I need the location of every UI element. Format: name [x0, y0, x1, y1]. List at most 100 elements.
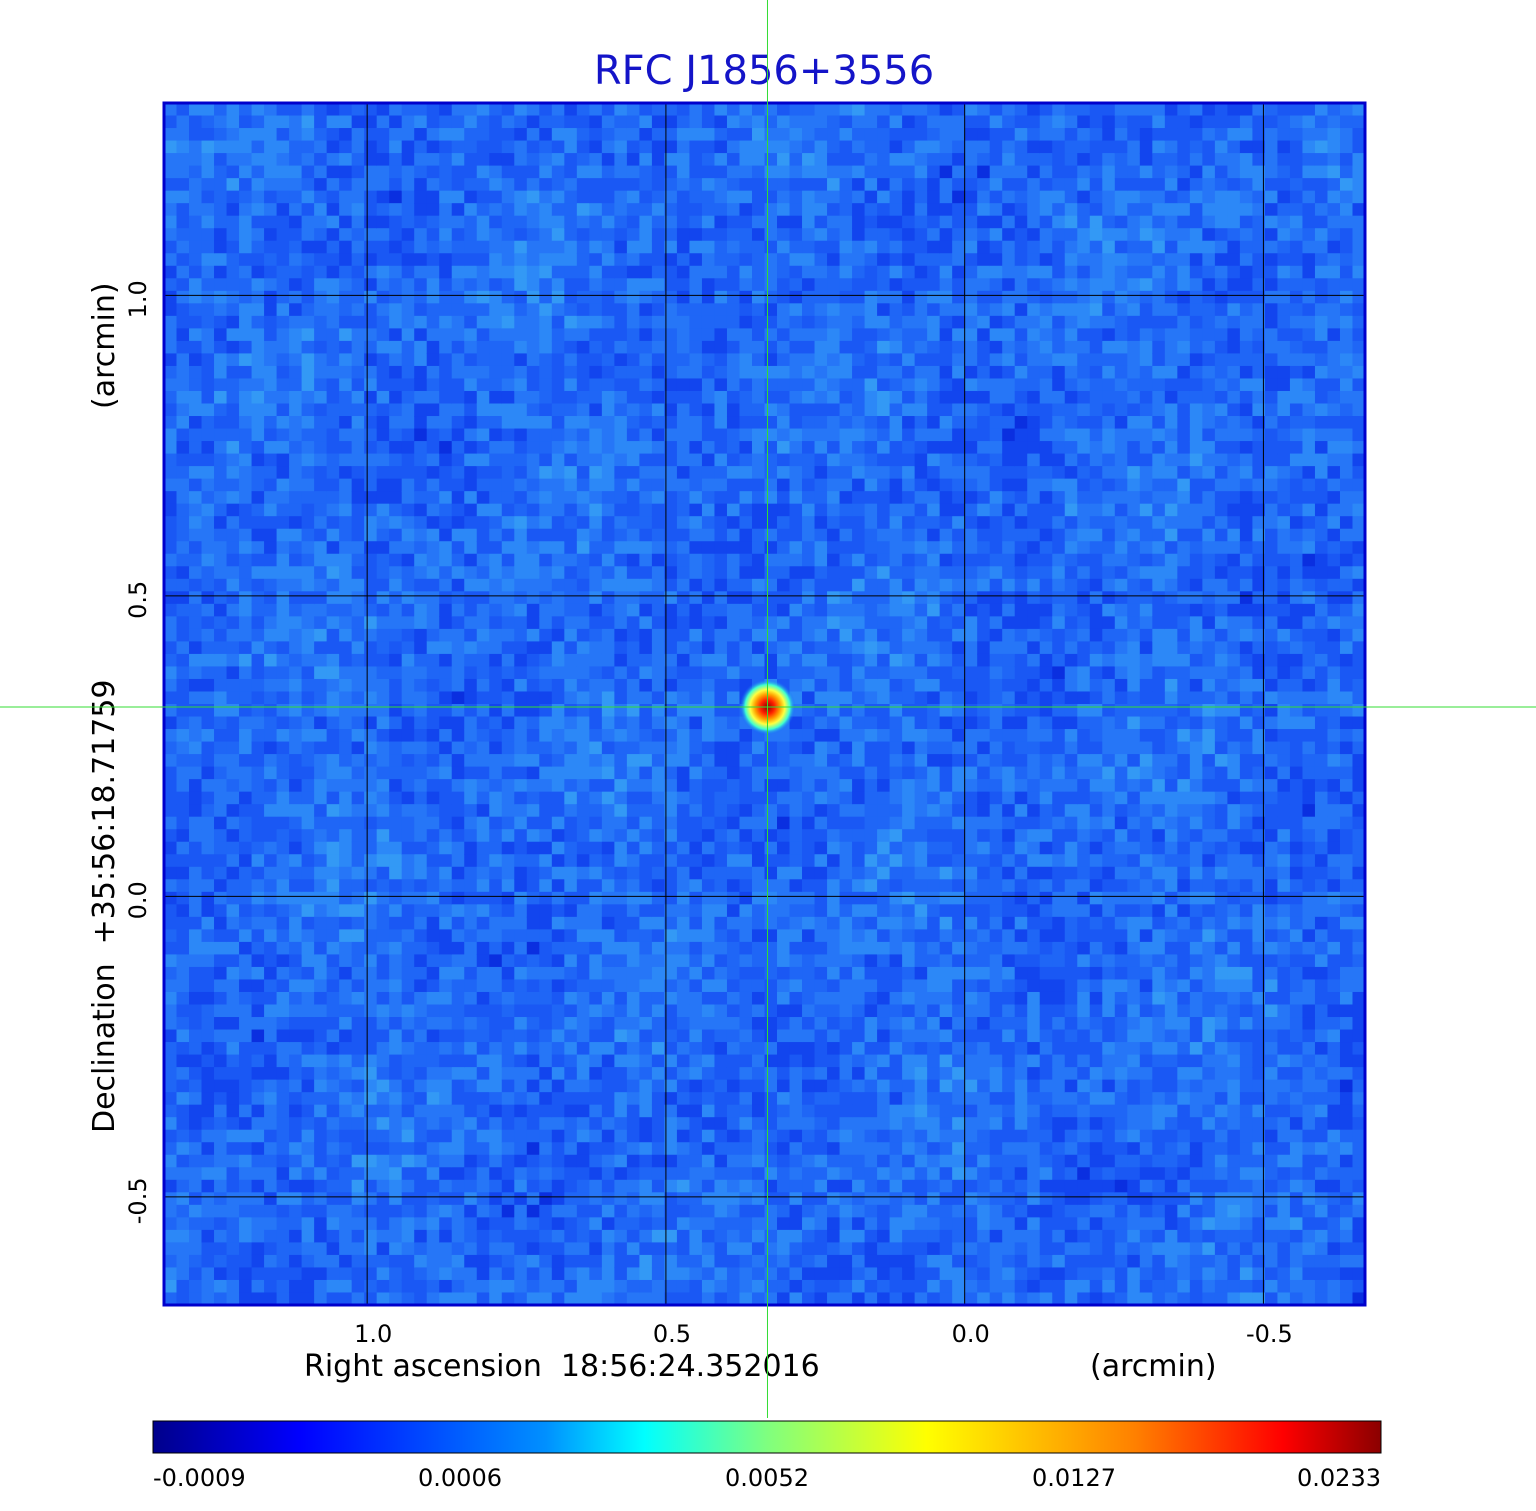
map-pixel — [689, 453, 703, 467]
map-pixel — [639, 253, 653, 267]
map-pixel — [689, 1192, 703, 1206]
map-pixel — [176, 340, 190, 355]
map-pixel — [426, 991, 440, 1006]
map-pixel — [276, 491, 290, 505]
map-pixel — [626, 729, 640, 743]
map-pixel — [526, 929, 540, 943]
map-pixel — [164, 253, 178, 267]
map-pixel — [239, 453, 253, 467]
map-pixel — [364, 666, 378, 680]
map-pixel — [326, 854, 340, 868]
map-pixel — [526, 1279, 540, 1294]
map-pixel — [576, 390, 590, 405]
map-pixel — [551, 929, 565, 943]
map-pixel — [551, 1192, 565, 1206]
map-pixel — [589, 378, 603, 392]
map-pixel — [514, 428, 528, 442]
map-pixel — [476, 754, 490, 768]
map-pixel — [189, 816, 203, 830]
map-pixel — [389, 641, 403, 655]
map-pixel — [451, 378, 465, 392]
map-pixel — [189, 441, 203, 455]
map-pixel — [739, 1042, 753, 1056]
map-pixel — [464, 1117, 478, 1131]
map-pixel — [814, 140, 828, 154]
map-pixel — [439, 628, 453, 642]
map-pixel — [802, 954, 816, 968]
map-pixel — [701, 1004, 716, 1018]
map-pixel — [777, 1017, 791, 1031]
map-pixel — [639, 303, 653, 317]
map-pixel — [539, 754, 553, 768]
map-pixel — [376, 729, 390, 743]
map-pixel — [389, 516, 403, 530]
map-pixel — [664, 503, 678, 517]
map-pixel — [651, 1092, 666, 1106]
map-pixel — [464, 178, 478, 192]
map-pixel — [526, 541, 540, 555]
map-pixel — [751, 578, 766, 592]
map-pixel — [464, 528, 478, 542]
map-pixel — [226, 128, 240, 142]
map-pixel — [589, 854, 603, 868]
map-pixel — [239, 1292, 253, 1306]
map-pixel — [214, 578, 228, 592]
map-pixel — [276, 841, 290, 855]
map-pixel — [614, 1042, 628, 1056]
map-pixel — [576, 1242, 590, 1256]
map-pixel — [726, 178, 741, 192]
map-pixel — [489, 140, 503, 154]
map-pixel — [164, 466, 178, 480]
map-pixel — [201, 766, 215, 780]
map-pixel — [214, 1054, 228, 1068]
map-pixel — [739, 240, 753, 254]
map-pixel — [777, 1254, 791, 1269]
map-pixel — [164, 178, 178, 192]
map-pixel — [514, 353, 528, 367]
map-pixel — [214, 829, 228, 843]
map-pixel — [489, 603, 503, 617]
map-pixel — [439, 453, 453, 467]
map-pixel — [251, 1142, 265, 1156]
map-pixel — [676, 441, 691, 455]
map-pixel — [764, 916, 778, 930]
map-pixel — [501, 966, 515, 981]
map-pixel — [664, 1054, 678, 1068]
map-pixel — [651, 441, 666, 455]
map-pixel — [626, 553, 640, 567]
map-pixel — [414, 816, 428, 830]
map-pixel — [639, 841, 653, 855]
map-pixel — [351, 729, 365, 743]
map-pixel — [676, 1217, 691, 1231]
map-pixel — [751, 904, 766, 918]
map-pixel — [714, 578, 728, 592]
map-pixel — [476, 228, 490, 242]
map-pixel — [276, 340, 290, 355]
map-pixel — [726, 716, 741, 730]
map-pixel — [676, 879, 691, 893]
map-pixel — [514, 1029, 528, 1043]
map-pixel — [264, 453, 278, 467]
map-pixel — [514, 303, 528, 317]
map-pixel — [464, 966, 478, 981]
map-pixel — [514, 290, 528, 304]
map-pixel — [789, 103, 803, 117]
map-pixel — [802, 491, 816, 505]
map-pixel — [551, 1029, 565, 1043]
map-pixel — [439, 966, 453, 981]
map-pixel — [651, 829, 666, 843]
map-pixel — [676, 979, 691, 993]
map-pixel — [476, 616, 490, 630]
map-pixel — [264, 128, 278, 142]
map-pixel — [451, 403, 465, 417]
map-pixel — [601, 1117, 615, 1131]
map-pixel — [339, 954, 353, 968]
map-pixel — [802, 891, 816, 905]
map-pixel — [189, 115, 203, 129]
map-pixel — [214, 1167, 228, 1181]
map-pixel — [802, 228, 816, 242]
map-pixel — [764, 1242, 778, 1256]
map-pixel — [614, 1117, 628, 1131]
map-pixel — [164, 1292, 178, 1306]
map-pixel — [714, 290, 728, 304]
